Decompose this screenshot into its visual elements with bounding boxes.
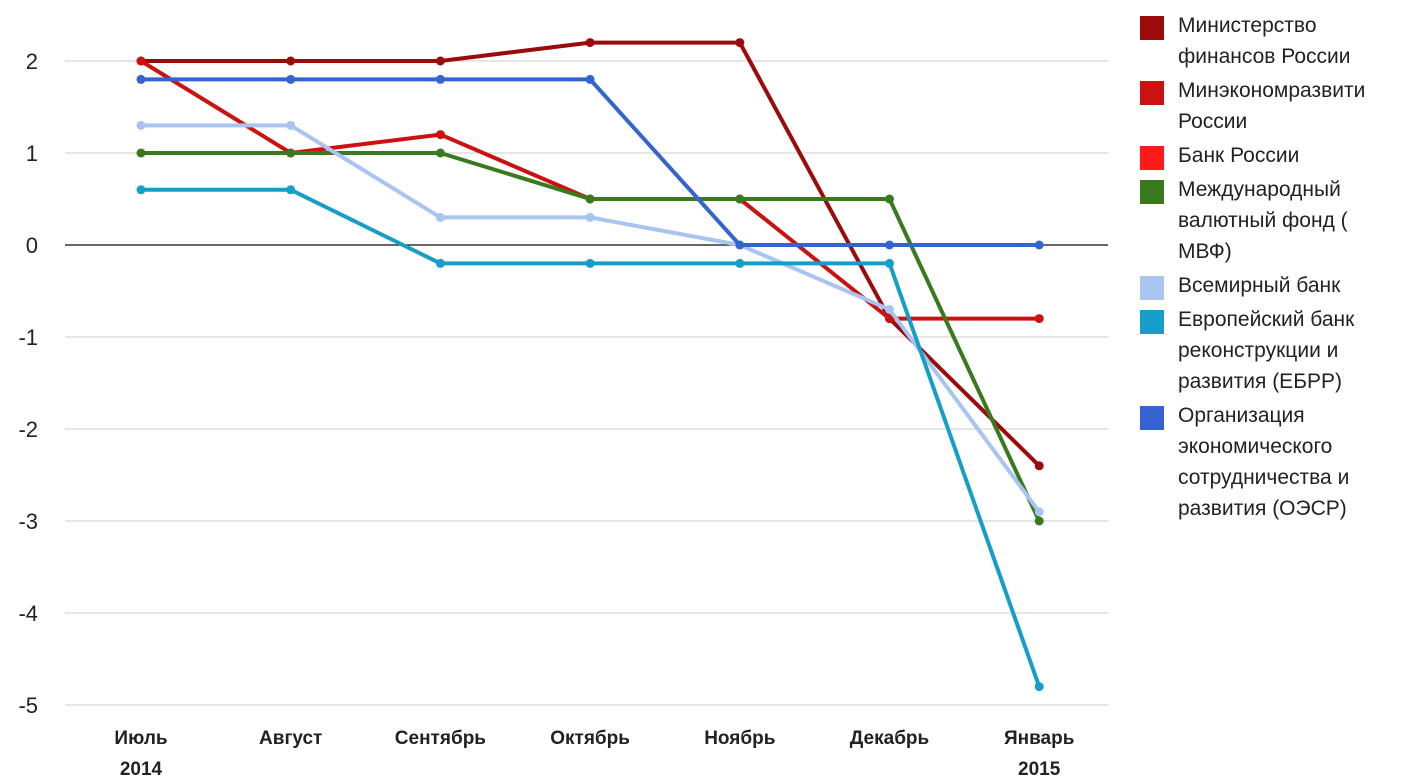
series-line bbox=[139, 40, 1042, 468]
x-tick-label: Октябрь bbox=[550, 728, 630, 749]
legend-item[interactable]: Банк России bbox=[1140, 140, 1404, 171]
data-point[interactable] bbox=[885, 240, 894, 250]
data-point[interactable] bbox=[136, 74, 146, 84]
series-0 bbox=[136, 38, 1044, 471]
legend-item[interactable]: Всемирный банк bbox=[1140, 270, 1404, 301]
data-point[interactable] bbox=[585, 258, 595, 268]
data-point[interactable] bbox=[735, 194, 745, 204]
y-tick-label: 2 bbox=[26, 49, 38, 74]
legend-label: Министерство финансов России bbox=[1178, 14, 1351, 68]
legend-label: Банк России bbox=[1178, 144, 1300, 167]
data-point[interactable] bbox=[286, 74, 296, 84]
legend-item[interactable]: Европейский банк реконструкции и развити… bbox=[1140, 304, 1404, 397]
legend-label: Организация экономического сотрудничеств… bbox=[1178, 404, 1350, 520]
data-point[interactable] bbox=[435, 74, 445, 84]
series-lines bbox=[136, 38, 1044, 692]
data-point[interactable] bbox=[435, 130, 445, 140]
legend-item[interactable]: Министерство финансов России bbox=[1140, 10, 1404, 72]
x-tick-label: Декабрь bbox=[850, 728, 929, 749]
data-point[interactable] bbox=[286, 56, 296, 66]
data-point[interactable] bbox=[136, 185, 146, 195]
data-point[interactable] bbox=[136, 148, 146, 158]
legend-label: Европейский банк реконструкции и развити… bbox=[1178, 308, 1355, 393]
legend-swatch bbox=[1140, 406, 1164, 430]
x-tick-label: Январь 2015 bbox=[1004, 728, 1074, 779]
legend-label: Всемирный банк bbox=[1178, 274, 1341, 297]
x-tick-label: Июль 2014 bbox=[114, 728, 167, 779]
data-point[interactable] bbox=[585, 212, 595, 222]
data-point[interactable] bbox=[1034, 314, 1044, 324]
data-point[interactable] bbox=[885, 314, 894, 324]
data-point[interactable] bbox=[735, 258, 745, 268]
data-point[interactable] bbox=[136, 56, 146, 66]
legend-item[interactable]: Минэкономразвити России bbox=[1140, 75, 1404, 137]
x-axis-category-labels: Июль 2014 Август Сентябрь Октябрь Ноябрь Декаб… bbox=[114, 728, 1074, 779]
y-axis-tick-labels: 2 1 0 -1 -2 -3 -4 -5 bbox=[18, 49, 38, 718]
data-point[interactable] bbox=[885, 258, 894, 268]
data-point[interactable] bbox=[585, 38, 595, 48]
y-tick-label: 0 bbox=[26, 233, 38, 258]
x-tick-label: Ноябрь bbox=[704, 728, 775, 749]
y-tick-label: -3 bbox=[18, 509, 38, 534]
data-point[interactable] bbox=[735, 240, 745, 250]
data-point[interactable] bbox=[286, 148, 296, 158]
y-tick-label: -5 bbox=[18, 693, 38, 718]
data-point[interactable] bbox=[585, 74, 595, 84]
data-point[interactable] bbox=[885, 304, 894, 314]
data-point[interactable] bbox=[435, 212, 445, 222]
data-point[interactable] bbox=[1034, 507, 1044, 517]
gridlines bbox=[65, 60, 1108, 706]
data-point[interactable] bbox=[286, 185, 296, 195]
data-point[interactable] bbox=[1034, 682, 1044, 692]
legend-item[interactable]: Организация экономического сотрудничеств… bbox=[1140, 400, 1404, 524]
line-chart: 2 1 0 -1 -2 -3 -4 -5 Июль 2014 Август Сентябрь Октя… bbox=[18, 38, 1108, 779]
legend-label: Минэкономразвити России bbox=[1178, 79, 1366, 133]
series-3 bbox=[136, 148, 1044, 526]
series-6 bbox=[136, 74, 1044, 250]
data-point[interactable] bbox=[1034, 516, 1044, 526]
x-tick-label: Сентябрь bbox=[395, 728, 486, 749]
x-tick-label: Август bbox=[259, 728, 322, 749]
legend-label: Международный валютный фонд ( МВФ) bbox=[1178, 178, 1348, 263]
y-tick-label: 1 bbox=[26, 141, 38, 166]
y-tick-label: -4 bbox=[18, 601, 38, 626]
data-point[interactable] bbox=[885, 194, 894, 204]
y-tick-label: -1 bbox=[18, 325, 38, 350]
data-point[interactable] bbox=[585, 194, 595, 204]
legend-item[interactable]: Международный валютный фонд ( МВФ) bbox=[1140, 174, 1404, 267]
y-tick-label: -2 bbox=[18, 417, 38, 442]
data-point[interactable] bbox=[1034, 461, 1044, 471]
chart-legend: Министерство финансов России Минэкономраз… bbox=[1140, 10, 1404, 527]
data-point[interactable] bbox=[435, 258, 445, 268]
series-5 bbox=[136, 185, 1044, 692]
data-point[interactable] bbox=[735, 38, 745, 48]
data-point[interactable] bbox=[136, 120, 146, 130]
legend-swatch bbox=[1140, 276, 1164, 300]
legend-swatch bbox=[1140, 310, 1164, 334]
data-point[interactable] bbox=[286, 120, 296, 130]
legend-swatch bbox=[1140, 16, 1164, 40]
legend-swatch bbox=[1140, 180, 1164, 204]
data-point[interactable] bbox=[435, 148, 445, 158]
legend-swatch bbox=[1140, 81, 1164, 105]
data-point[interactable] bbox=[1034, 240, 1044, 250]
legend-swatch bbox=[1140, 146, 1164, 170]
data-point[interactable] bbox=[435, 56, 445, 66]
